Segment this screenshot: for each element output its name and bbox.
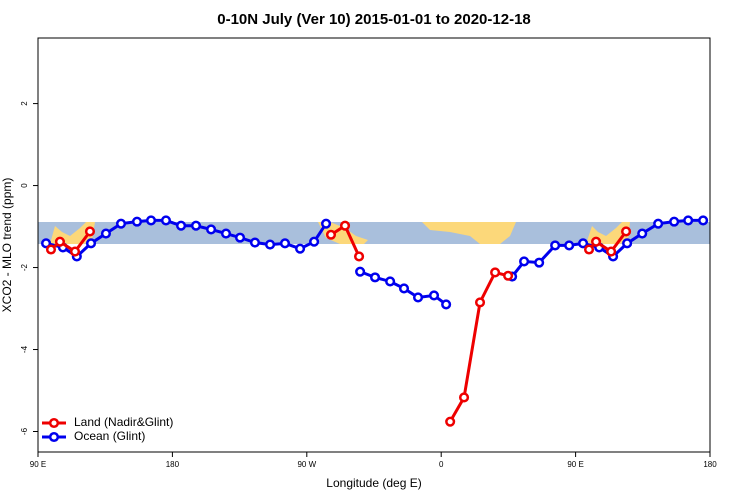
point <box>519 256 530 267</box>
point <box>583 244 595 255</box>
point <box>550 240 561 251</box>
point <box>369 272 381 283</box>
point <box>578 238 589 249</box>
point <box>637 228 648 239</box>
point <box>428 290 440 301</box>
point <box>279 238 291 249</box>
plot-frame <box>37 37 711 453</box>
legend-label: Ocean (Glint) <box>74 429 145 443</box>
point <box>621 226 632 237</box>
point <box>41 238 52 249</box>
point <box>474 297 486 308</box>
point <box>564 240 575 251</box>
point <box>190 220 202 231</box>
point <box>385 276 396 287</box>
point <box>355 266 366 277</box>
point <box>622 238 633 249</box>
x-tick-label: 90 E <box>567 460 583 469</box>
point <box>503 270 514 281</box>
point <box>145 215 157 226</box>
point <box>115 218 127 229</box>
point <box>321 218 332 229</box>
point <box>295 243 306 254</box>
legend-marker <box>48 417 60 429</box>
x-tick-label: 90 W <box>297 460 316 469</box>
point <box>653 218 664 229</box>
x-tick-label: 90 E <box>30 460 46 469</box>
point <box>220 228 232 239</box>
point <box>339 220 351 231</box>
point <box>398 283 410 294</box>
point <box>176 220 187 231</box>
legend-label: Land (Nadir&Glint) <box>74 415 173 429</box>
point <box>413 292 424 303</box>
x-axis-label: Longitude (deg E) <box>326 476 421 490</box>
point <box>100 228 111 239</box>
y-tick-label: -6 <box>20 427 29 435</box>
point <box>669 216 680 227</box>
series-line <box>50 223 628 423</box>
y-tick-label: 2 <box>20 101 29 106</box>
point <box>249 237 261 248</box>
point <box>234 232 246 243</box>
point <box>534 257 545 268</box>
y-tick-label: -2 <box>20 263 29 271</box>
point <box>458 392 470 403</box>
point <box>490 267 501 278</box>
point <box>45 244 57 255</box>
legend-marker <box>48 431 60 443</box>
point <box>69 246 81 257</box>
y-axis-label: XCO2 - MLO trend (ppm) <box>0 178 14 313</box>
y-tick-label: -4 <box>20 345 29 353</box>
x-tick-label: 180 <box>166 460 180 469</box>
point <box>84 226 96 237</box>
point <box>85 238 97 249</box>
point <box>309 236 320 247</box>
point <box>54 236 66 247</box>
point <box>160 215 172 226</box>
point <box>325 229 337 240</box>
point <box>698 215 709 226</box>
point <box>591 236 602 247</box>
point <box>206 224 217 235</box>
chart-title: 0-10N July (Ver 10) 2015-01-01 to 2020-1… <box>217 11 531 28</box>
point <box>131 216 143 227</box>
y-tick-label: 0 <box>20 183 29 188</box>
point <box>265 239 276 250</box>
point <box>441 299 452 310</box>
point <box>354 251 365 262</box>
point <box>683 215 694 226</box>
point <box>606 246 617 257</box>
x-tick-label: 180 <box>703 460 717 469</box>
point <box>445 416 456 427</box>
x-tick-label: 0 <box>439 460 444 469</box>
